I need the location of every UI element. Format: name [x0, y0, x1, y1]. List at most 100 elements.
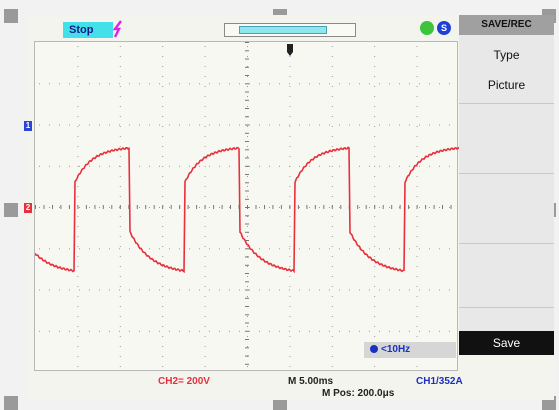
grid-dot: [119, 346, 121, 347]
grid-dot: [247, 146, 248, 147]
axis-tick: [245, 91, 249, 93]
axis-tick: [245, 314, 249, 316]
grid-dot: [149, 165, 150, 167]
grid-dot: [389, 207, 390, 208]
grid-dot: [159, 330, 160, 332]
grid-dot: [204, 276, 206, 277]
grid-dot: [309, 330, 310, 332]
grid-dot: [149, 330, 150, 332]
grid-dot: [109, 248, 110, 250]
grid-dot: [309, 83, 310, 85]
grid-dot: [159, 83, 160, 85]
ch2-marker[interactable]: 2: [24, 203, 32, 213]
memory-position-bar[interactable]: [224, 23, 356, 37]
axis-tick: [153, 205, 155, 209]
grid-dot: [359, 207, 360, 208]
grid-dot: [289, 165, 290, 167]
grid-dot: [247, 56, 248, 57]
axis-tick: [52, 205, 53, 209]
grid-dot: [219, 124, 220, 126]
axis-tick: [43, 205, 45, 209]
grid-dot: [374, 226, 376, 227]
status-bar: Stop S: [26, 15, 458, 43]
grid-dot: [162, 266, 164, 267]
grid-dot: [299, 289, 300, 291]
grid-dot: [119, 316, 121, 317]
grid-dot: [416, 226, 418, 227]
grid-dot: [331, 236, 333, 237]
grid-dot: [289, 266, 291, 267]
power-icon: [420, 21, 434, 35]
grid-dot: [289, 186, 291, 187]
grid-dot: [129, 289, 130, 291]
grid-dot: [169, 289, 170, 291]
axis-tick: [204, 205, 206, 209]
grid-dot: [109, 124, 110, 126]
grid-dot: [162, 236, 164, 237]
grid-dot: [429, 289, 430, 291]
grid-dot: [409, 124, 410, 126]
memory-window[interactable]: [239, 26, 327, 34]
grid-dot: [139, 83, 140, 85]
grid-dot: [179, 124, 180, 126]
grid-dot: [162, 76, 164, 77]
grid-dot: [119, 83, 120, 85]
grid-dot: [374, 176, 376, 177]
grid-dot: [77, 146, 79, 147]
grid-dot: [204, 136, 206, 137]
grid-dot: [409, 165, 410, 167]
grid-dot: [204, 46, 206, 47]
grid-dot: [289, 226, 291, 227]
grid-dot: [77, 336, 79, 337]
grid-dot: [449, 248, 450, 250]
save-button[interactable]: Save: [459, 331, 554, 355]
grid-dot: [139, 207, 140, 208]
grid-dot: [39, 248, 40, 250]
grid-dot: [204, 166, 206, 167]
grid-dot: [289, 336, 291, 337]
grid-dot: [289, 156, 291, 157]
axis-tick: [170, 205, 172, 209]
grid-dot: [162, 226, 164, 227]
grid-dot: [416, 56, 418, 57]
grid-dot: [416, 76, 418, 77]
axis-tick: [245, 363, 249, 365]
grid-dot: [89, 207, 90, 208]
axis-tick: [245, 83, 249, 85]
grid-dot: [179, 83, 180, 85]
grid-dot: [416, 196, 418, 197]
grid-dot: [319, 289, 320, 291]
grid-dot: [374, 166, 376, 167]
grid-dot: [162, 316, 164, 317]
grid-dot: [39, 124, 40, 126]
menu-item-picture[interactable]: Picture: [487, 78, 526, 92]
grid-dot: [289, 286, 291, 287]
grid-dot: [109, 207, 110, 208]
grid-dot: [249, 289, 250, 291]
grid-dot: [119, 248, 120, 250]
run-state-badge[interactable]: Stop: [63, 22, 113, 38]
ch1-marker[interactable]: 1: [24, 121, 32, 131]
grid-dot: [331, 76, 333, 77]
axis-tick: [245, 157, 249, 159]
grid-dot: [247, 236, 248, 237]
grid-dot: [119, 356, 121, 357]
grid-dot: [247, 286, 248, 287]
grid-dot: [77, 86, 79, 87]
grid-dot: [249, 330, 250, 332]
menu-divider: [459, 243, 554, 244]
grid-dot: [449, 289, 450, 291]
grid-dot: [379, 124, 380, 126]
grid-dot: [204, 236, 206, 237]
grid-dot: [399, 124, 400, 126]
waveform-trace: [35, 146, 459, 274]
grid-dot: [199, 124, 200, 126]
grid-dot: [162, 66, 164, 67]
grid-dot: [169, 83, 170, 85]
grid-dot: [299, 248, 300, 250]
grid-dot: [289, 126, 291, 127]
grid-dot: [219, 330, 220, 332]
grid-dot: [374, 276, 376, 277]
menu-item-type[interactable]: Type: [493, 48, 520, 62]
grid-dot: [439, 83, 440, 85]
